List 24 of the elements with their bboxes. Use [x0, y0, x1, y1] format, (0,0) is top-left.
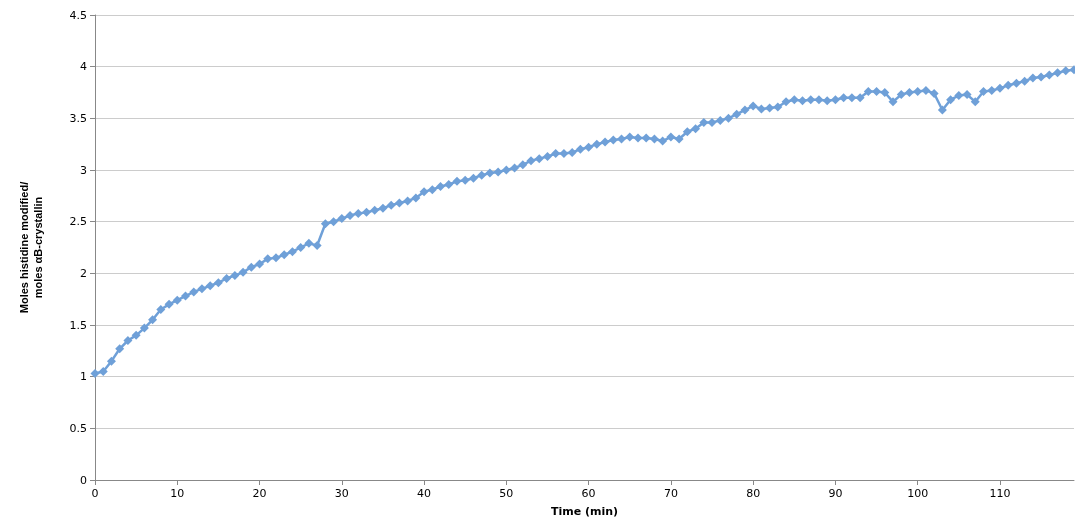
x-tick-label: 10 — [170, 487, 185, 500]
y-tick-label: 3 — [80, 163, 87, 177]
y-tick-label: 0.5 — [69, 421, 87, 435]
y-tick-label: 1.5 — [69, 318, 87, 332]
y-axis-title: Moles histidine modified/ moles αB-crystallin — [18, 181, 44, 314]
x-tick-label: 60 — [581, 487, 596, 500]
y-tick-label: 1 — [80, 370, 87, 384]
x-tick-label: 110 — [989, 487, 1011, 500]
x-tick-label: 70 — [663, 487, 678, 500]
x-tick-label: 100 — [907, 487, 929, 500]
x-tick-label: 20 — [252, 487, 267, 500]
y-tick-label: 3.5 — [69, 111, 87, 125]
x-tick-label: 30 — [334, 487, 349, 500]
x-tick-label: 80 — [746, 487, 761, 500]
x-axis-title: Time (min) — [550, 505, 619, 518]
y-tick-label: 2 — [80, 266, 87, 280]
x-tick-label: 50 — [499, 487, 514, 500]
x-tick-label: 90 — [828, 487, 843, 500]
y-tick-label: 0 — [80, 473, 87, 487]
x-tick-label: 0 — [91, 487, 99, 500]
x-tick-label: 40 — [417, 487, 432, 500]
y-tick-label: 2.5 — [69, 215, 87, 229]
y-tick-label: 4.5 — [69, 8, 87, 22]
y-tick-label: 4 — [80, 60, 87, 74]
